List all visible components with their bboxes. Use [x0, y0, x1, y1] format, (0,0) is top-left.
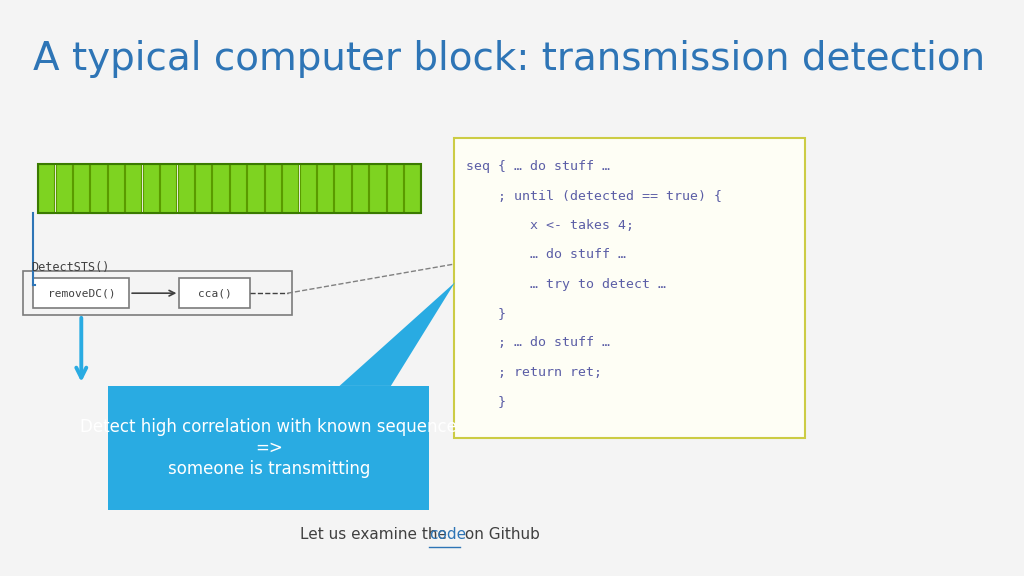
Text: … try to detect …: … try to detect …: [466, 278, 666, 291]
Text: on Github: on Github: [460, 527, 540, 542]
Bar: [455, 138, 805, 438]
Text: removeDC(): removeDC(): [47, 288, 115, 298]
Bar: [179, 278, 250, 308]
Bar: [38, 164, 54, 213]
Bar: [34, 278, 129, 308]
Bar: [300, 164, 315, 213]
Bar: [195, 164, 211, 213]
Bar: [90, 164, 106, 213]
Bar: [387, 164, 403, 213]
Bar: [335, 164, 350, 213]
Text: A typical computer block: transmission detection: A typical computer block: transmission d…: [34, 40, 985, 78]
Bar: [125, 164, 141, 213]
Bar: [283, 164, 298, 213]
Polygon shape: [340, 282, 455, 386]
Bar: [55, 164, 72, 213]
Text: DetectSTS(): DetectSTS(): [32, 260, 110, 274]
Bar: [404, 164, 421, 213]
Text: Detect high correlation with known sequence
=>
someone is transmitting: Detect high correlation with known seque…: [81, 418, 458, 478]
Text: }: }: [466, 395, 506, 408]
Text: seq { … do stuff …: seq { … do stuff …: [466, 160, 610, 173]
Bar: [160, 164, 176, 213]
Text: Let us examine the: Let us examine the: [300, 527, 452, 542]
Bar: [370, 164, 386, 213]
Text: x <- takes 4;: x <- takes 4;: [466, 219, 634, 232]
Text: cca(): cca(): [198, 288, 231, 298]
Bar: [212, 164, 228, 213]
Bar: [317, 164, 333, 213]
Text: ; return ret;: ; return ret;: [466, 366, 602, 379]
Text: code: code: [429, 527, 467, 542]
Bar: [73, 164, 89, 213]
Bar: [24, 271, 292, 315]
Bar: [265, 164, 281, 213]
Text: }: }: [466, 307, 506, 320]
Bar: [108, 164, 124, 213]
Bar: [352, 164, 368, 213]
Bar: [177, 164, 194, 213]
Text: ; … do stuff …: ; … do stuff …: [466, 336, 610, 350]
Bar: [38, 164, 421, 213]
Bar: [109, 386, 429, 510]
Text: ; until (detected == true) {: ; until (detected == true) {: [466, 190, 722, 203]
Bar: [142, 164, 159, 213]
Bar: [230, 164, 246, 213]
Bar: [248, 164, 263, 213]
Text: … do stuff …: … do stuff …: [466, 248, 626, 262]
